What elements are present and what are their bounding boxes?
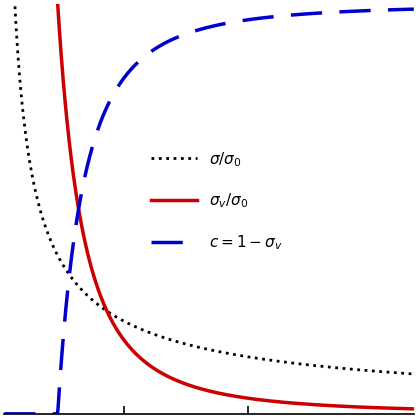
- $\sigma/\sigma_0$: [27, 157, 32, 162]
- $c = 1 - \sigma_v$: [354, 8, 359, 13]
- Line: $\sigma_v/\sigma_0$: $\sigma_v/\sigma_0$: [4, 0, 414, 409]
- $\sigma/\sigma_0$: [263, 357, 268, 362]
- $\sigma_v/\sigma_0$: [411, 406, 416, 411]
- Line: $c = 1 - \sigma_v$: $c = 1 - \sigma_v$: [4, 9, 414, 414]
- $\sigma/\sigma_0$: [250, 355, 255, 360]
- $c = 1 - \sigma_v$: [250, 17, 255, 22]
- $\sigma/\sigma_0$: [354, 367, 359, 372]
- $c = 1 - \sigma_v$: [263, 15, 268, 20]
- $\sigma_v/\sigma_0$: [263, 398, 268, 403]
- $c = 1 - \sigma_v$: [240, 18, 245, 23]
- $\sigma_v/\sigma_0$: [250, 396, 255, 401]
- Line: $\sigma/\sigma_0$: $\sigma/\sigma_0$: [4, 0, 414, 374]
- Legend: $\sigma/\sigma_0$, $\sigma_v/\sigma_0$, $c = 1 - \sigma_v$: $\sigma/\sigma_0$, $\sigma_v/\sigma_0$, …: [145, 144, 289, 258]
- $c = 1 - \sigma_v$: [411, 7, 416, 12]
- $\sigma_v/\sigma_0$: [354, 405, 359, 410]
- $\sigma_v/\sigma_0$: [312, 402, 317, 407]
- $\sigma/\sigma_0$: [312, 363, 317, 368]
- $c = 1 - \sigma_v$: [312, 11, 317, 16]
- $\sigma/\sigma_0$: [240, 353, 245, 358]
- $c = 1 - \sigma_v$: [2, 411, 7, 416]
- $\sigma_v/\sigma_0$: [240, 395, 245, 400]
- $c = 1 - \sigma_v$: [27, 411, 32, 416]
- $\sigma/\sigma_0$: [411, 372, 416, 377]
